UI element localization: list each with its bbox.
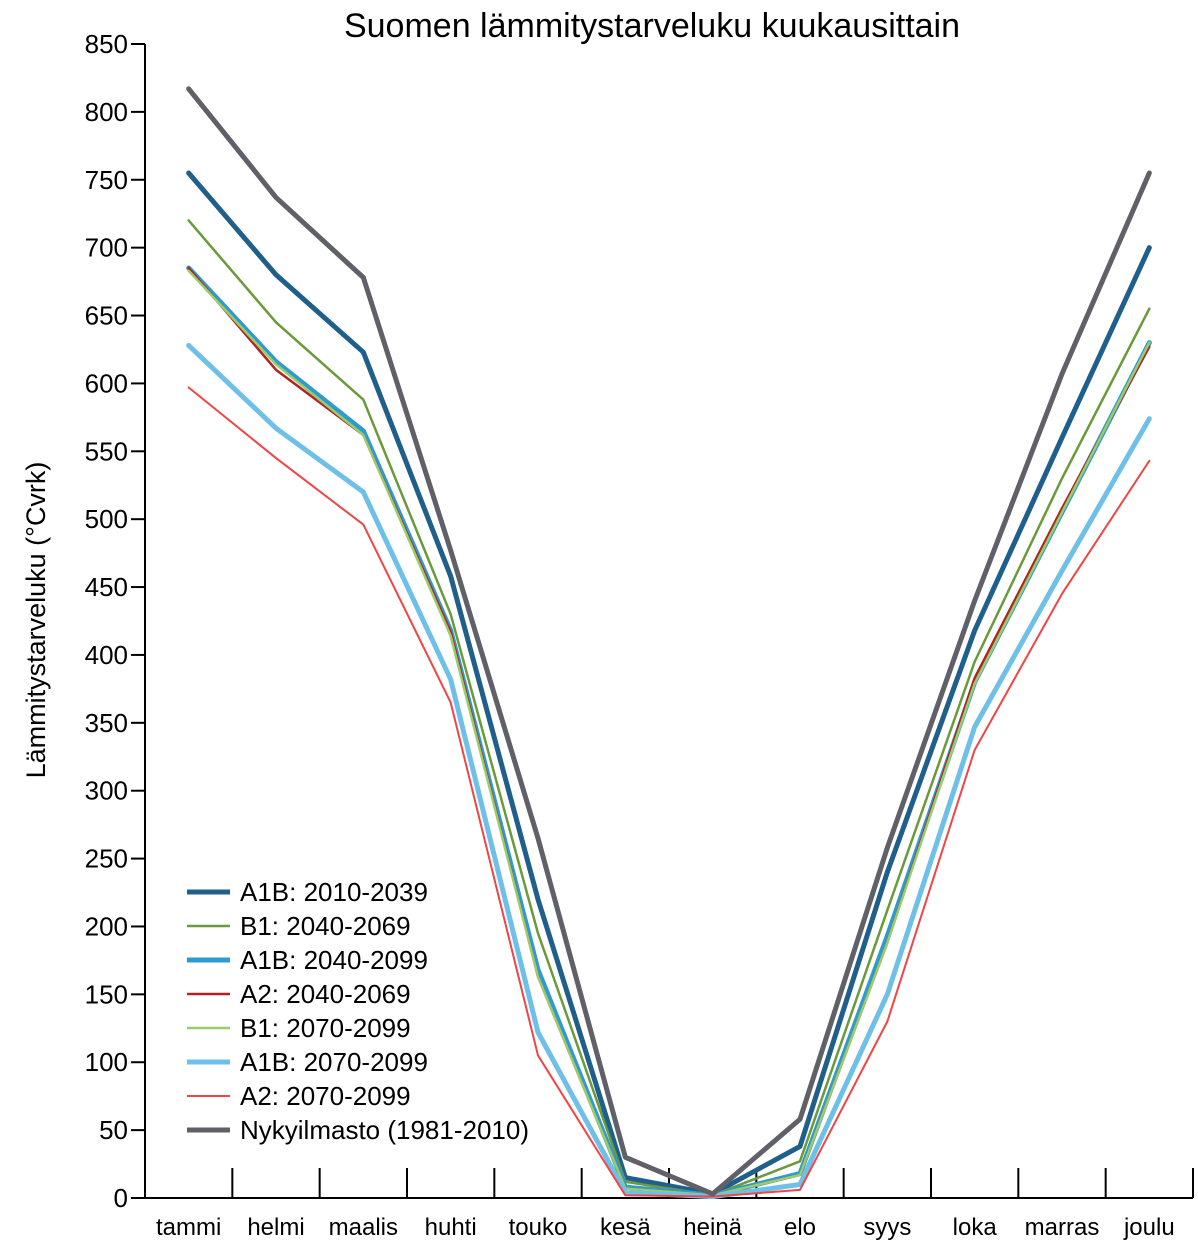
y-tick-label: 400 [85, 640, 128, 670]
y-tick-label: 500 [85, 504, 128, 534]
legend-label: B1: 2070-2099 [240, 1013, 411, 1043]
legend-label: B1: 2040-2069 [240, 911, 411, 941]
x-tick-label: elo [784, 1214, 816, 1241]
legend-label: Nykyilmasto (1981-2010) [240, 1115, 529, 1145]
y-tick-label: 650 [85, 301, 128, 331]
series-line [186, 342, 1152, 1200]
series-line [187, 219, 1151, 1197]
x-tick-label: marras [1025, 1214, 1100, 1241]
x-tick-label: kesä [600, 1214, 651, 1241]
series-line [187, 269, 1151, 1197]
x-tick-label: huhti [425, 1214, 477, 1241]
x-tick-label: tammi [156, 1214, 221, 1241]
x-tick-label: helmi [247, 1214, 304, 1241]
y-tick-label: 800 [85, 97, 128, 127]
y-tick-label: 300 [85, 776, 128, 806]
x-tick-label: touko [509, 1214, 568, 1241]
legend-label: A2: 2040-2069 [240, 979, 411, 1009]
y-tick-label: 200 [85, 911, 128, 941]
y-tick-label: 850 [85, 29, 128, 59]
y-tick-label: 100 [85, 1047, 128, 1077]
y-tick-label: 450 [85, 572, 128, 602]
x-tick-label: syys [863, 1214, 911, 1241]
y-tick-label: 550 [85, 436, 128, 466]
y-tick-label: 50 [99, 1115, 128, 1145]
legend-label: A1B: 2070-2099 [240, 1047, 428, 1077]
x-tick-label: joulu [1123, 1214, 1175, 1241]
y-axis-label: Lämmitystarveluku (°Cvrk) [21, 462, 51, 779]
x-tick-label: loka [953, 1214, 998, 1241]
series-line [186, 86, 1152, 1197]
y-tick-label: 150 [85, 979, 128, 1009]
x-axis-ticks: tammi helmi maalis huhti touko kesä heinä elo sy… [144, 1168, 1194, 1241]
legend-label: A2: 2070-2099 [240, 1081, 411, 1111]
legend: A1B: 2010-2039 B1: 2040-2069 A1B: 2040-209… [187, 877, 529, 1145]
chart-title: Suomen lämmitystarveluku kuukausittain [344, 7, 960, 45]
legend-label: A1B: 2040-2099 [240, 945, 428, 975]
x-tick-label: maalis [329, 1214, 398, 1241]
y-axis-ticks: 0 50 100 150 200 250 300 350 400 450 500 550 600 650 7… [85, 29, 145, 1213]
y-tick-label: 700 [85, 233, 128, 263]
legend-label: A1B: 2010-2039 [240, 877, 428, 907]
series-line [187, 386, 1151, 1198]
y-tick-label: 250 [85, 844, 128, 874]
y-tick-label: 0 [114, 1183, 128, 1213]
series-line [186, 170, 1152, 1197]
y-tick-label: 750 [85, 165, 128, 195]
y-tick-label: 350 [85, 708, 128, 738]
series-lines [186, 86, 1152, 1200]
x-tick-label: heinä [683, 1214, 742, 1241]
y-tick-label: 600 [85, 368, 128, 398]
